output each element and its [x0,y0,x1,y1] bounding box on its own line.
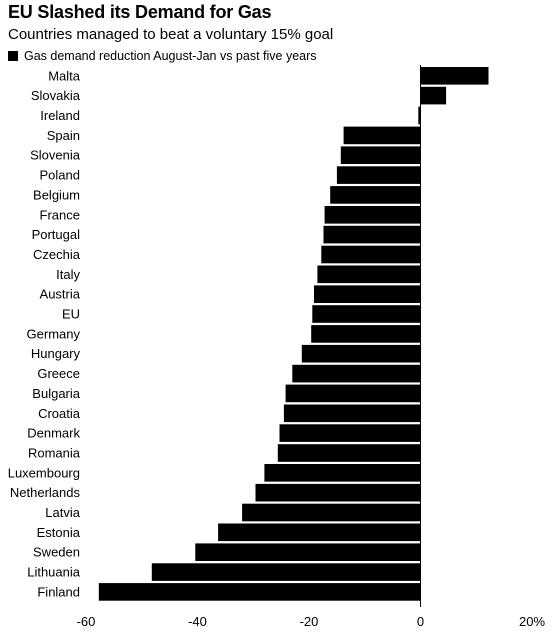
category-label: Greece [37,366,80,381]
category-label: Luxembourg [8,465,80,480]
bars [98,67,489,601]
bar-slovakia [420,86,447,105]
category-label: EU [62,307,80,322]
chart-title: EU Slashed its Demand for Gas [8,2,272,22]
bar-lithuania [151,563,421,581]
x-tick-label: -40 [188,614,207,629]
category-label: Croatia [38,406,81,421]
category-label: Lithuania [27,565,81,580]
bar-sweden [195,543,421,561]
bar-hungary [301,344,421,363]
bar-italy [317,265,421,284]
bar-finland [98,583,421,601]
bar-belgium [330,186,421,204]
category-label: Germany [27,326,81,341]
bar-france [324,206,421,224]
bar-spain [343,126,421,145]
category-label: Malta [48,68,81,83]
category-label: Czechia [33,247,81,262]
category-label: Ireland [40,108,80,123]
x-tick-label: 0 [417,614,424,629]
bar-estonia [218,523,421,542]
bar-bulgaria [285,384,421,403]
category-label: Slovakia [31,88,81,103]
x-axis-ticks: -60 -40 -20 0 20% [77,614,546,629]
category-label: Italy [56,267,80,282]
bar-czechia [321,245,421,264]
bar-croatia [283,404,421,423]
bar-romania [277,444,421,462]
bar-netherlands [255,483,421,502]
category-label: Latvia [45,505,80,520]
bar-eu [312,305,421,323]
bar-malta [420,67,489,85]
category-label: Portugal [32,227,81,242]
bar-latvia [242,503,421,522]
bar-denmark [279,424,421,442]
x-tick-label: -20 [300,614,319,629]
x-tick-label: 20% [519,614,545,629]
category-label: Belgium [33,187,80,202]
legend-swatch [8,51,18,61]
bar-germany [311,325,421,343]
chart-subtitle: Countries managed to beat a voluntary 15… [8,26,334,43]
x-tick-label: -60 [77,614,96,629]
category-label: Estonia [37,525,81,540]
category-labels: Malta Slovakia Ireland Spain Slovenia Poland B… [8,68,81,599]
category-label: Austria [40,287,81,302]
bar-austria [314,285,421,303]
category-label: Finland [37,584,80,599]
category-label: Hungary [31,346,81,361]
category-label: Slovenia [30,148,81,163]
category-label: Spain [47,128,80,143]
bar-ireland [418,106,421,125]
category-label: Romania [28,446,81,461]
category-label: Netherlands [10,485,81,500]
bar-greece [292,364,421,383]
bar-portugal [323,225,421,244]
bar-slovenia [340,146,421,164]
category-label: France [40,207,80,222]
category-label: Bulgaria [32,386,80,401]
bar-luxembourg [264,464,421,482]
category-label: Denmark [27,426,80,441]
category-label: Sweden [33,545,80,560]
chart-legend: Gas demand reduction August-Jan vs past … [8,49,317,63]
legend-label: Gas demand reduction August-Jan vs past … [24,49,317,63]
category-label: Poland [40,168,80,183]
bar-poland [336,166,421,184]
